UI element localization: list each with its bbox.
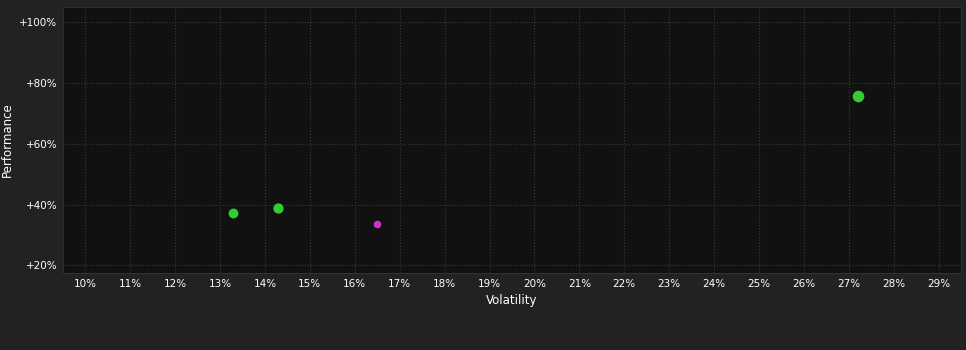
Point: [226, 210, 242, 216]
Point: [850, 93, 866, 99]
Y-axis label: Performance: Performance: [1, 103, 14, 177]
Point: [370, 222, 385, 227]
X-axis label: Volatility: Volatility: [486, 294, 538, 307]
Point: [270, 205, 286, 210]
